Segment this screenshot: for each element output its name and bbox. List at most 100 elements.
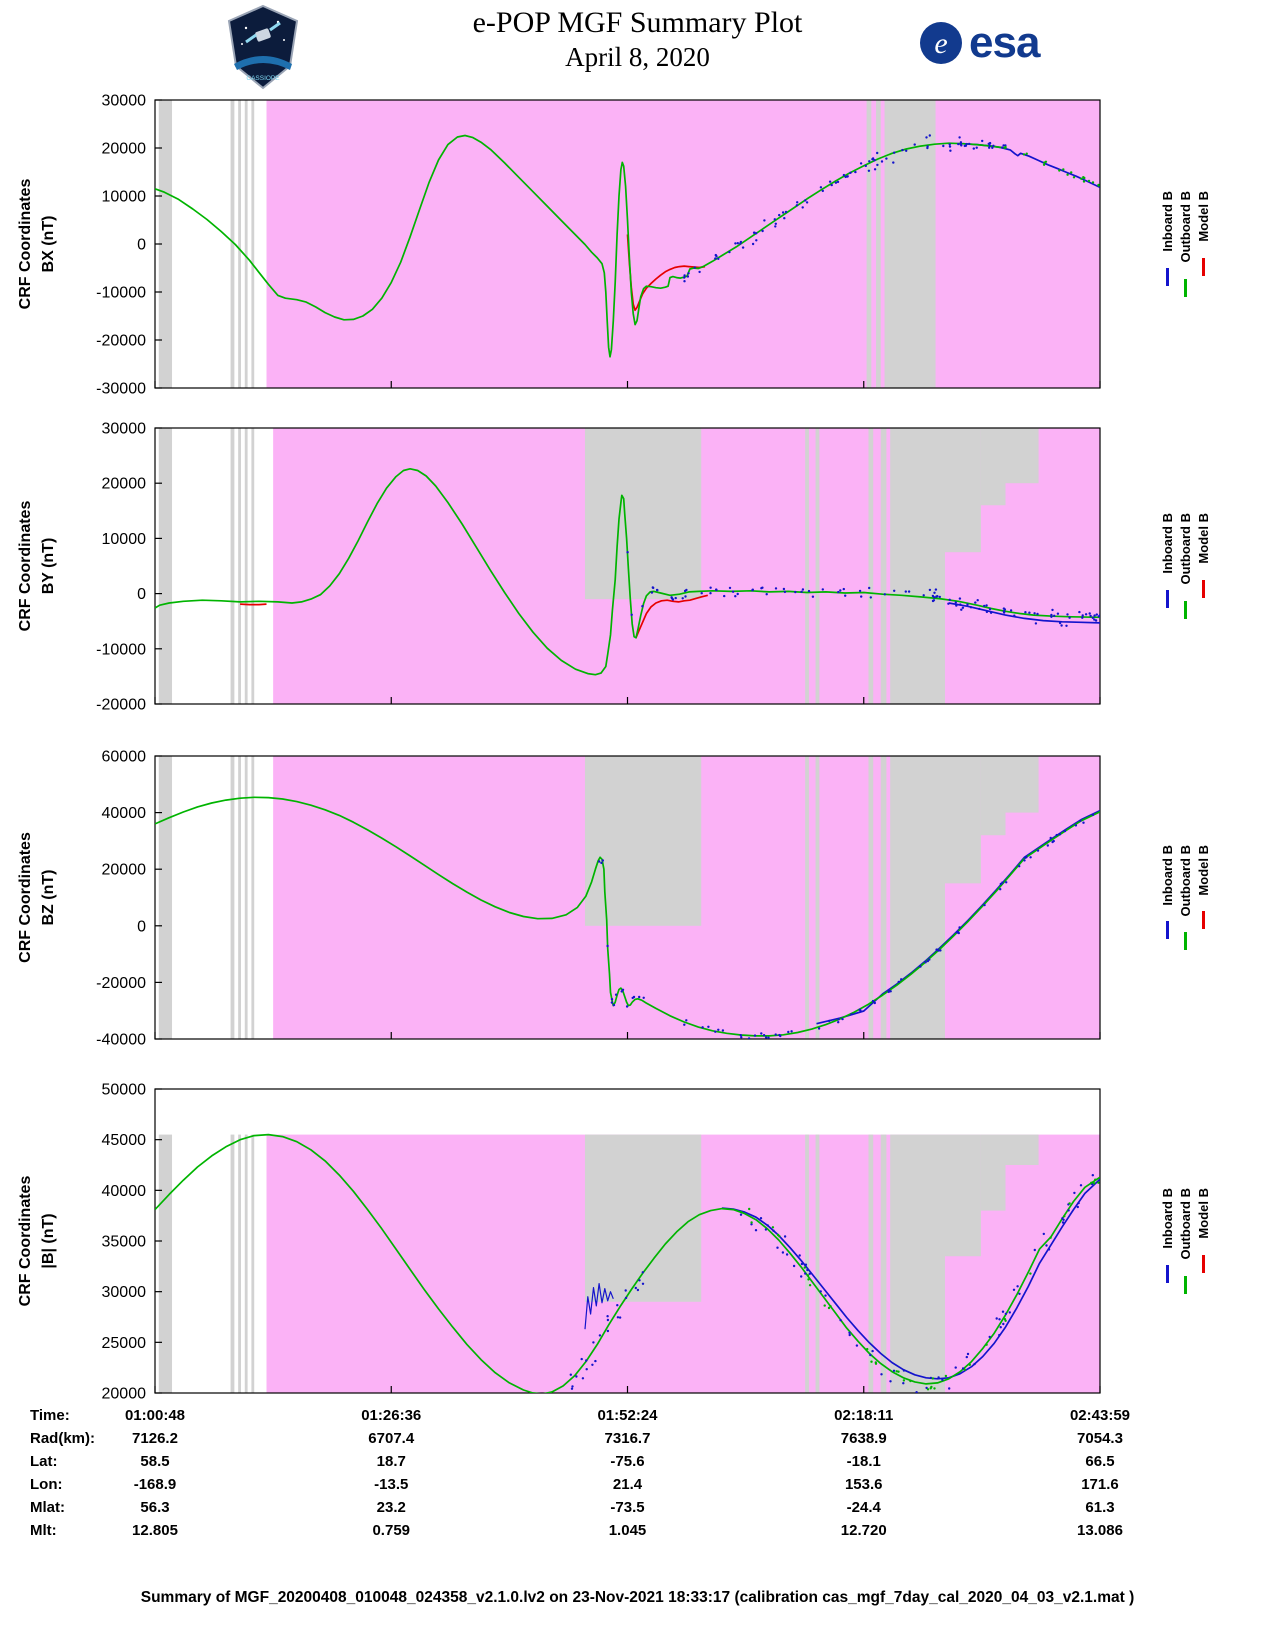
legend-label: Outboard B [1178, 191, 1193, 263]
panel-ylabel: CRF Coordinates [17, 832, 34, 963]
table-value: 7638.9 [840, 1430, 887, 1447]
table-row-label: Mlt: [30, 1522, 57, 1539]
table-value: 56.3 [140, 1499, 170, 1516]
patch-earth-arc [234, 56, 292, 70]
patch-mission-name: CASSIOPE [246, 75, 280, 82]
esa-emblem-icon: e [920, 22, 962, 64]
scatter-outboard [739, 1178, 1100, 1391]
table-row: Time: 01:00:48 01:26:36 01:52:24 02:18:11 02:… [0, 1407, 1275, 1430]
panel-plot-bx: 30000 20000 10000 0 -10000 -20000 -30000 CRF Co… [17, 94, 1101, 394]
table-row-label: Lat: [30, 1453, 58, 1470]
esa-logo: e esa [918, 18, 1040, 67]
y-tick-label: 20000 [102, 141, 147, 158]
legend-color-swatch [1202, 257, 1205, 276]
y-tick-label: 0 [137, 237, 146, 254]
plot-title: e-POP MGF Summary Plot [472, 6, 803, 39]
legend-item: Outboard B [1178, 845, 1193, 951]
series-inboard-line [948, 602, 1100, 624]
scatter-inboard [569, 1271, 645, 1390]
y-tick-label: 10000 [102, 189, 147, 206]
legend-label: Inboard B [1160, 1188, 1175, 1249]
table-value: 6707.4 [368, 1430, 415, 1447]
table-value: 02:18:11 [834, 1407, 894, 1424]
legend-color-swatch [1184, 278, 1187, 297]
legend-color-swatch [1166, 921, 1169, 940]
panel-ylabel: CRF Coordinates [17, 1176, 34, 1307]
panel-ylabel: CRF Coordinates [17, 179, 34, 310]
series-model_a-line [240, 603, 267, 606]
y-tick-label: 45000 [102, 1132, 147, 1149]
table-value: -18.1 [846, 1453, 881, 1470]
table-value: 01:52:24 [597, 1407, 658, 1424]
ephemeris-table: Time: 01:00:48 01:26:36 01:52:24 02:18:11 02:… [0, 1407, 1275, 1545]
cassiope-mission-patch-logo: CASSIOPE [227, 4, 299, 90]
legend-label: Inboard B [1160, 844, 1175, 906]
y-tick-label: 40000 [102, 805, 147, 822]
legend-label: Outboard B [1178, 513, 1193, 585]
table-row: Mlt: 12.805 0.759 1.045 12.720 13.086 [0, 1522, 1275, 1545]
y-tick-label: 40000 [102, 1183, 147, 1200]
table-value: -73.5 [610, 1499, 645, 1516]
legend-label: Model B [1196, 844, 1211, 896]
table-value: 61.3 [1085, 1499, 1115, 1516]
y-tick-label: -10000 [96, 285, 146, 302]
legend-color-swatch [1184, 932, 1187, 951]
y-tick-label: 35000 [102, 1234, 147, 1251]
legend-item: Outboard B [1178, 191, 1193, 297]
table-value: 66.5 [1085, 1453, 1115, 1470]
scatter-inboard [683, 813, 1095, 1039]
y-tick-label: 10000 [102, 531, 147, 548]
table-row: Lon: -168.9 -13.5 21.4 153.6 171.6 [0, 1476, 1275, 1499]
table-value: 171.6 [1081, 1476, 1119, 1493]
patch-shield [227, 4, 299, 90]
panel-ylabel: |B| (nT) [40, 1213, 57, 1268]
y-tick-label: 30000 [102, 1284, 147, 1301]
y-tick-label: 25000 [102, 1335, 147, 1352]
table-value: 13.086 [1077, 1522, 1123, 1539]
table-value: -13.5 [374, 1476, 409, 1493]
table-value: -75.6 [610, 1453, 645, 1470]
panel-row-1: 30000 20000 10000 0 -10000 -20000 -30000 CRF Co… [0, 94, 1275, 394]
y-tick-label: -10000 [96, 641, 146, 658]
series-inboard_spike-line [584, 1283, 614, 1330]
legend-color-swatch [1166, 1264, 1169, 1283]
series-outboard-line [155, 467, 1100, 676]
table-row-label: Mlat: [30, 1499, 65, 1516]
table-value: 58.5 [140, 1453, 170, 1470]
table-value: -168.9 [133, 1476, 177, 1493]
panel-plot-|b|: 50000 45000 40000 35000 30000 25000 20000 CRF C… [17, 1083, 1101, 1399]
legend-item: Inboard B [1160, 1188, 1175, 1294]
panel-ylabel: BY (nT) [40, 538, 57, 595]
y-tick-label: -20000 [96, 697, 146, 711]
legend-color-swatch [1184, 1275, 1187, 1294]
table-row: Mlat: 56.3 23.2 -73.5 -24.4 61.3 [0, 1499, 1275, 1522]
summary-plot-page: CASSIOPE e-POP MGF Summary Plot April 8,… [0, 0, 1275, 1606]
legend-label: Inboard B [1160, 513, 1175, 574]
series-model_b-line [635, 594, 709, 639]
legend-color-swatch [1166, 267, 1169, 286]
series-inboard-line [721, 1178, 1100, 1380]
table-row: Rad(km): 7126.2 6707.4 7316.7 7638.9 7054.3 [0, 1430, 1275, 1453]
scatter-inboard [739, 1174, 1095, 1393]
scatter-inboard [626, 551, 1100, 622]
y-tick-label: -20000 [96, 975, 146, 992]
table-value: 18.7 [376, 1453, 406, 1470]
legend-color-swatch [1202, 579, 1205, 598]
scatter-outboard [1004, 145, 1100, 187]
table-value: 12.720 [840, 1522, 887, 1539]
panel-row-2: 30000 20000 10000 0 -10000 -20000 CRF Coordina… [0, 422, 1275, 710]
legend-item: Model B [1196, 1188, 1211, 1294]
table-value: 7316.7 [604, 1430, 651, 1447]
esa-emblem-letter: e [934, 27, 947, 60]
y-tick-label: 50000 [102, 1083, 147, 1099]
legend-item: Inboard B [1160, 845, 1175, 951]
table-value: 21.4 [612, 1476, 643, 1493]
panel-ylabel: CRF Coordinates [17, 501, 34, 632]
table-value: 1.045 [608, 1522, 647, 1539]
legend-color-swatch [1202, 1254, 1205, 1273]
table-row-label: Lon: [30, 1476, 63, 1493]
esa-wordmark: esa [969, 18, 1040, 67]
legend-item: Model B [1196, 191, 1211, 297]
header: CASSIOPE e-POP MGF Summary Plot April 8,… [0, 0, 1275, 92]
charts-area: 30000 20000 10000 0 -10000 -20000 -30000 CRF Co… [0, 94, 1275, 1399]
